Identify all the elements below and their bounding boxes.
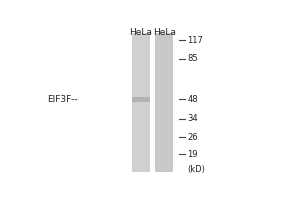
Text: 85: 85	[188, 54, 198, 63]
Text: 19: 19	[188, 150, 198, 159]
Text: 34: 34	[188, 114, 198, 123]
Bar	[132, 33, 150, 172]
Text: 117: 117	[188, 36, 203, 45]
Text: HeLa: HeLa	[153, 28, 176, 37]
Text: 26: 26	[188, 133, 198, 142]
Bar	[132, 97, 150, 102]
Text: EIF3F--: EIF3F--	[47, 95, 77, 104]
Bar	[155, 33, 173, 172]
Text: (kD): (kD)	[188, 165, 205, 174]
Text: 48: 48	[188, 95, 198, 104]
Text: HeLa: HeLa	[130, 28, 152, 37]
